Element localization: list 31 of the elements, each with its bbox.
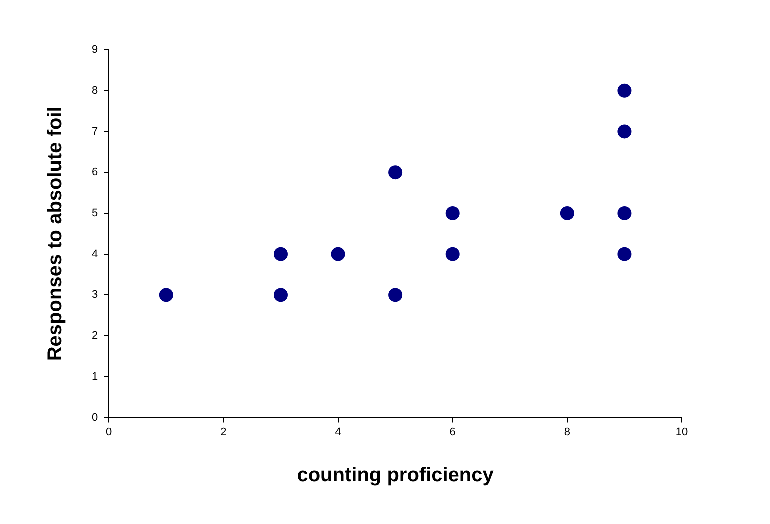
point xyxy=(618,247,632,262)
y-tick-label: 2 xyxy=(92,330,98,342)
y-tick-label: 8 xyxy=(92,84,98,97)
y-tick-label: 4 xyxy=(92,248,98,260)
x-tick-label: 8 xyxy=(564,426,570,438)
x-axis-title: counting proficiency xyxy=(297,464,495,487)
point xyxy=(274,288,288,302)
point xyxy=(274,247,288,262)
y-tick-label: 6 xyxy=(92,166,98,179)
x-tick-label: 10 xyxy=(676,426,688,438)
point xyxy=(159,288,174,302)
x-tick-label: 2 xyxy=(220,426,227,438)
y-axis-title: Responses to absolute foil xyxy=(44,106,67,362)
x-tick-label: 6 xyxy=(450,426,456,438)
point xyxy=(618,206,632,220)
y-tick-label: 0 xyxy=(92,412,98,424)
y-tick-label: 5 xyxy=(92,208,98,220)
y-tick-label: 3 xyxy=(92,289,98,302)
x-tick-label: 0 xyxy=(106,426,112,438)
y-tick-label: 1 xyxy=(92,370,98,383)
point xyxy=(446,247,460,262)
point xyxy=(618,84,632,98)
x-tick-label: 4 xyxy=(335,426,342,438)
point xyxy=(388,288,403,302)
point xyxy=(331,247,346,262)
point xyxy=(560,206,574,220)
point xyxy=(446,206,460,220)
point xyxy=(388,166,403,180)
y-tick-label: 7 xyxy=(92,126,98,138)
y-tick-label: 9 xyxy=(92,44,98,56)
point xyxy=(618,124,632,139)
